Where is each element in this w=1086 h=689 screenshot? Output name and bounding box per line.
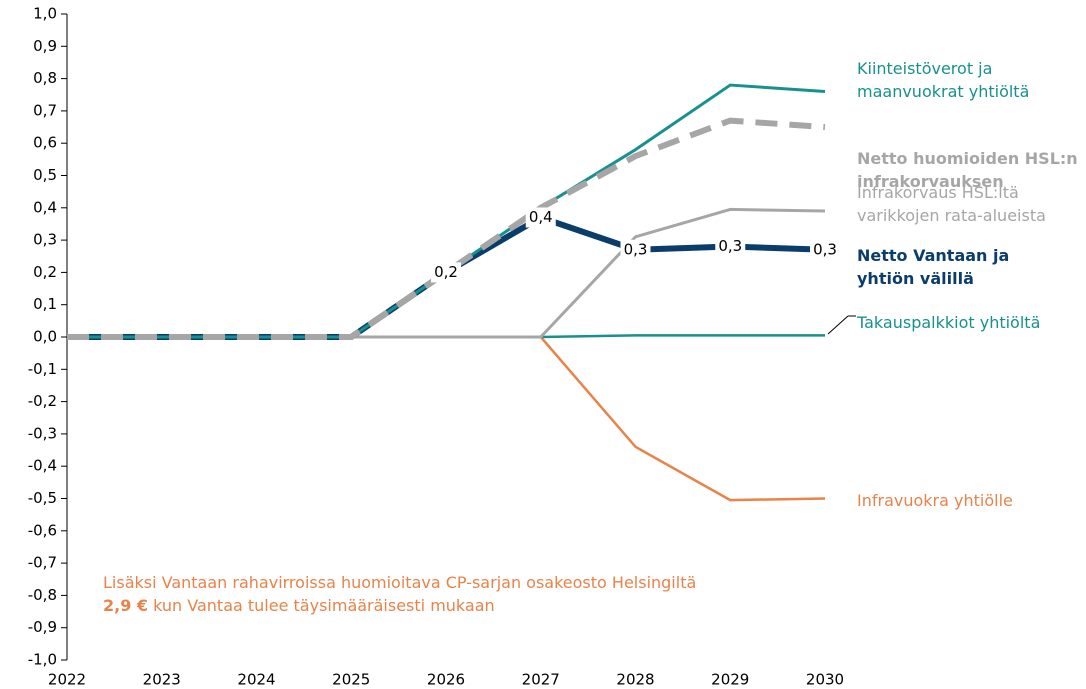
y-tick-label: 0,3	[33, 231, 57, 249]
annotation: Lisäksi Vantaan rahavirroissa huomioitav…	[103, 571, 696, 617]
data-label-bg	[620, 239, 651, 260]
legend-label: Netto huomioiden HSL:n infrakorvauksen	[857, 149, 1078, 191]
y-tick-label: -0,5	[28, 489, 57, 507]
y-tick-label: -0,7	[28, 554, 57, 572]
y-tick-label: 0,2	[33, 263, 57, 281]
annotation-line: 2,9 € kun Vantaa tulee täysimääräisesti …	[103, 594, 696, 617]
x-tick-label: 2024	[237, 671, 275, 689]
x-tick-label: 2025	[332, 671, 370, 689]
data-label-bg	[525, 207, 556, 228]
data-label-bg	[715, 236, 746, 257]
x-tick-label: 2023	[143, 671, 181, 689]
data-label-bg	[431, 262, 461, 283]
x-tick-label: 2027	[522, 671, 560, 689]
y-tick-label: -0,2	[28, 392, 57, 410]
y-tick-label: 0,4	[33, 198, 57, 216]
series-line	[67, 117, 826, 340]
y-tick-label: -1,0	[28, 651, 57, 669]
annotation-line: Lisäksi Vantaan rahavirroissa huomioitav…	[103, 573, 697, 592]
y-tick-label: 0,0	[33, 328, 57, 346]
data-label-bg	[810, 239, 840, 260]
y-tick-label: 0,9	[33, 37, 57, 55]
y-tick-label: 0,7	[33, 101, 57, 119]
y-tick-label: -0,3	[28, 424, 57, 442]
legend-label: Kiinteistöverot ja maanvuokrat yhtiöltä	[857, 59, 1030, 101]
series-line	[67, 335, 826, 502]
x-tick-label: 2029	[711, 671, 749, 689]
x-tick-label: 2026	[427, 671, 465, 689]
y-tick-label: -0,9	[28, 618, 57, 636]
annotation-bold: 2,9 €	[103, 596, 149, 615]
y-tick-label: 0,5	[33, 166, 57, 184]
x-tick-label: 2030	[806, 671, 844, 689]
y-tick-label: 0,6	[33, 134, 57, 152]
y-tick-label: -0,1	[28, 360, 57, 378]
y-tick-label: -0,8	[28, 586, 57, 604]
legend-label: Infrakorvaus HSL:ltä varikkojen rata-alu…	[857, 183, 1046, 225]
y-tick-label: 0,8	[33, 69, 57, 87]
series-line	[67, 83, 826, 339]
data-label: 0,4	[529, 208, 553, 226]
data-label: 0,3	[624, 240, 648, 258]
annotation-text: kun Vantaa tulee täysimääräisesti mukaan	[148, 596, 495, 615]
legend-label: Netto Vantaan ja yhtiön välillä	[857, 246, 1010, 288]
y-tick-label: -0,4	[28, 457, 57, 475]
data-label: 0,3	[718, 237, 742, 255]
x-tick-label: 2028	[616, 671, 654, 689]
y-tick-label: 1,0	[33, 5, 57, 23]
data-label: 0,3	[813, 240, 837, 258]
leader-line	[827, 315, 849, 335]
legend-label: Infravuokra yhtiölle	[857, 491, 1013, 510]
x-tick-label: 2022	[48, 671, 86, 689]
y-tick-label: -0,6	[28, 521, 57, 539]
legend-label: Takauspalkkiot yhtiöltä	[857, 313, 1041, 332]
y-tick-label: 0,1	[33, 295, 57, 313]
data-label: 0,2	[434, 263, 458, 281]
